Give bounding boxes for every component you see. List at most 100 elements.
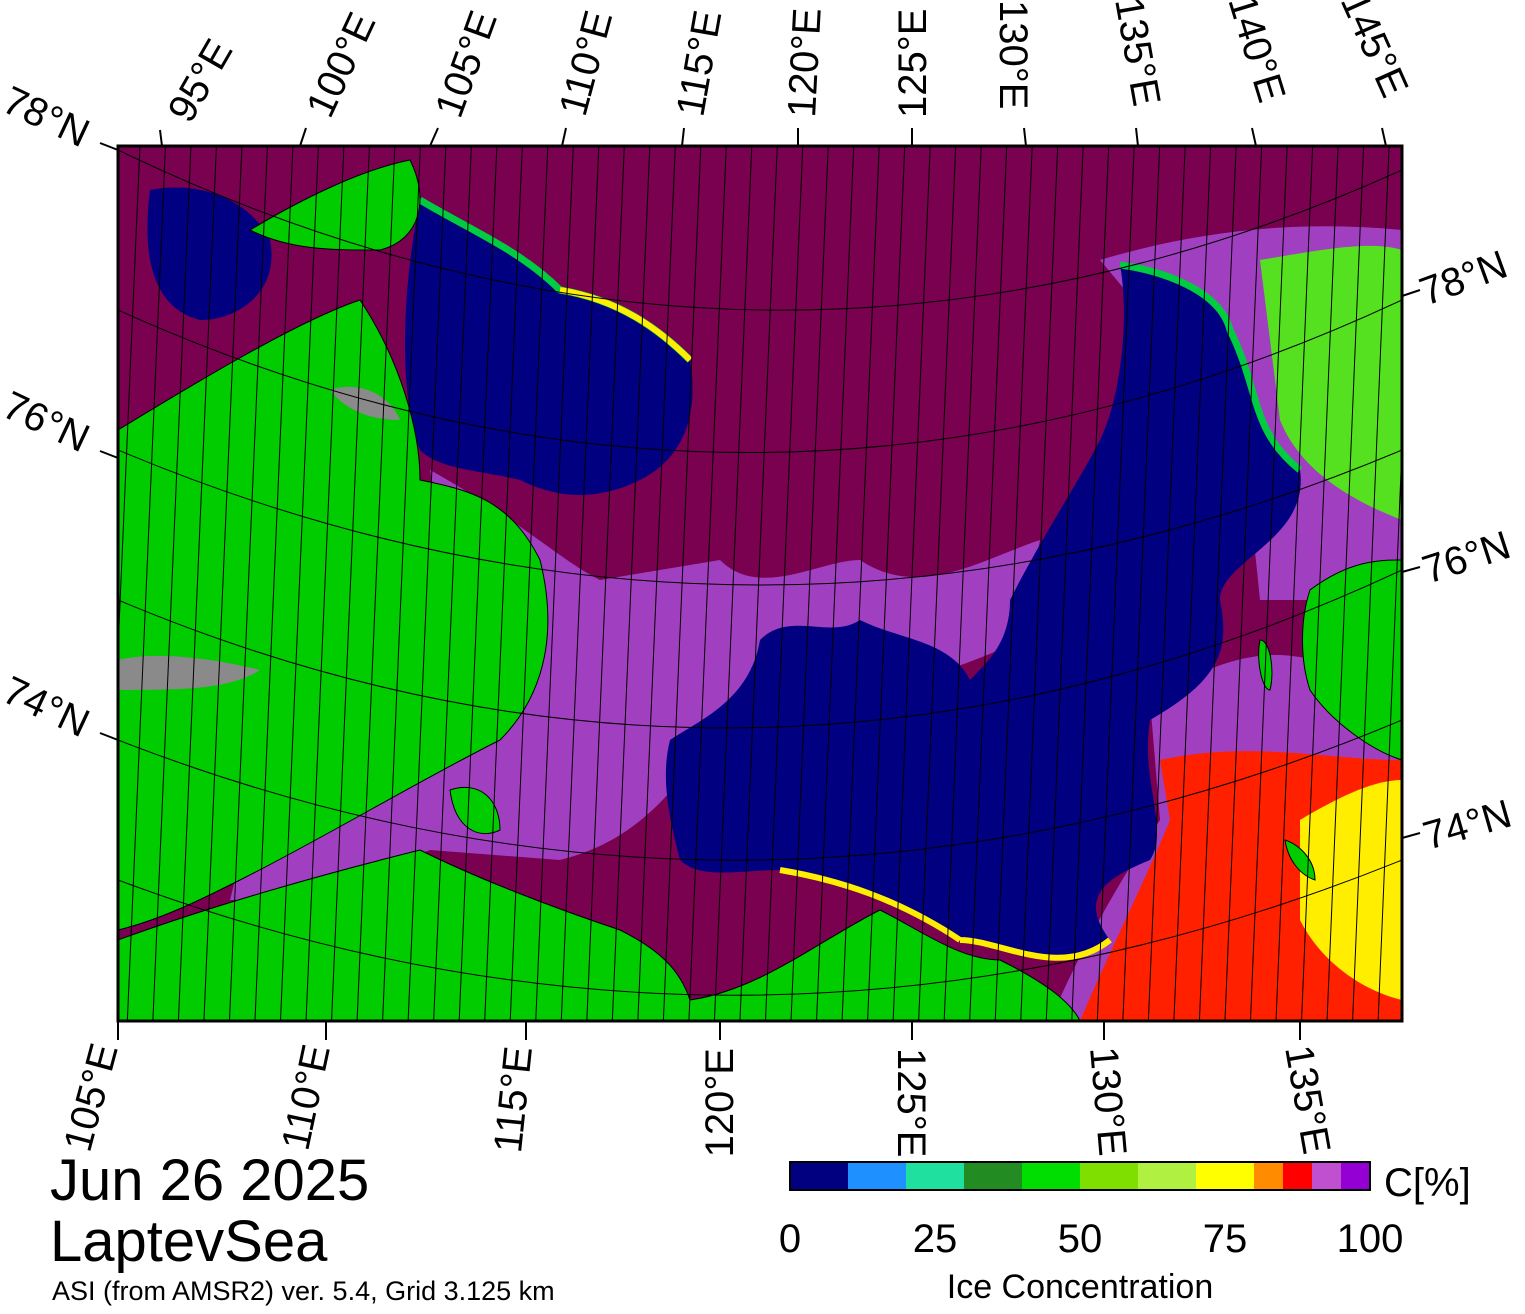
ice-edge-yellow (1300, 780, 1402, 1000)
meridian-line (254, 146, 294, 1021)
meridian-line (943, 146, 982, 1021)
meridian-line (458, 146, 498, 1021)
top-lon-label: 140°E (1219, 0, 1293, 107)
meridian-line (918, 146, 957, 1021)
meridian-line (611, 146, 651, 1021)
meridian-line (203, 146, 243, 1021)
top-lon-label: 110°E (551, 6, 621, 120)
top-lon-label: 95°E (160, 32, 242, 129)
meridian-line (688, 146, 727, 1021)
meridian-line (484, 146, 523, 1021)
meridian-line (407, 146, 447, 1021)
ice-margin-purple (230, 470, 1040, 900)
meridian-line (0, 100, 40, 1060)
colorbar-cell (1283, 1162, 1312, 1190)
meridian-line (177, 146, 217, 1021)
meridian-line (1122, 146, 1161, 1021)
region-label: LaptevSea (50, 1209, 328, 1274)
meridian-line (560, 146, 600, 1021)
meridian-line (1301, 146, 1339, 1021)
meridian-line (841, 146, 880, 1021)
open-water-far-nw (147, 187, 272, 320)
top-lon-label: 145°E (1332, 0, 1417, 104)
map-area (0, 100, 1402, 1060)
meridian-line (586, 146, 625, 1021)
meridian-line (1198, 146, 1237, 1021)
meridian-line (126, 146, 166, 1021)
colorbar-tick-label: 50 (1058, 1217, 1103, 1261)
top-lon-label: 130°E (991, 0, 1035, 109)
land-severnaya-zemlya (248, 159, 421, 251)
left-latitude-labels: 78°N 76°N 74°N (0, 78, 96, 746)
bottom-lon-label: 120°E (698, 1048, 742, 1157)
colorbar-cell (1254, 1162, 1283, 1190)
meridian-line (1377, 435, 1402, 1021)
right-latitude-labels: 78°N 76°N 74°N (1414, 243, 1516, 859)
left-lat-label: 76°N (0, 383, 96, 461)
meridian-line (75, 100, 117, 1060)
colorbar-tick-label: 25 (913, 1217, 958, 1261)
left-lat-label: 74°N (0, 668, 96, 746)
meridian-line (1326, 146, 1365, 1021)
meridian-line (509, 146, 549, 1021)
bottom-lon-label: 110°E (274, 1041, 339, 1154)
colorbar-cell (1022, 1162, 1080, 1190)
right-lat-label: 76°N (1417, 523, 1516, 592)
meridian-line (816, 146, 855, 1021)
meridian-line (790, 146, 829, 1021)
meridian-line (969, 146, 1008, 1021)
meridian-line (305, 146, 345, 1021)
meridian-line (1147, 146, 1186, 1021)
meridian-line (228, 146, 268, 1021)
colorbar-frame (789, 1161, 1371, 1191)
colorbar-title: Ice Concentration (947, 1268, 1214, 1306)
meridian-line (1352, 146, 1390, 1021)
left-lat-label: 78°N (0, 78, 96, 156)
colorbar: C[%] 0 25 50 75 100 Ice Concentration (779, 1161, 1471, 1306)
meridian-line (49, 100, 91, 1060)
source-label: ASI (from AMSR2) ver. 5.4, Grid 3.125 km (52, 1276, 555, 1306)
meridian-line (1275, 146, 1314, 1021)
meridian-line (152, 146, 192, 1021)
bottom-lon-label: 105°E (56, 1039, 127, 1156)
top-lon-label: 135°E (1106, 0, 1168, 109)
colorbar-unit-label: C[%] (1384, 1161, 1471, 1205)
meridian-line (764, 146, 804, 1021)
right-lat-label: 78°N (1414, 243, 1513, 315)
colorbar-tick-label: 75 (1203, 1217, 1248, 1261)
colorbar-cell (848, 1162, 906, 1190)
bottom-lon-label: 130°E (1081, 1045, 1134, 1158)
meridian-line (24, 100, 66, 1060)
meridian-line (1045, 146, 1084, 1021)
meridian-line (1071, 146, 1110, 1021)
top-lon-label: 125°E (891, 9, 935, 118)
meridian-line (994, 146, 1033, 1021)
colorbar-cell (1312, 1162, 1341, 1190)
top-lon-label: 100°E (298, 6, 384, 124)
meridian-line (1096, 146, 1135, 1021)
top-lon-label: 120°E (780, 7, 830, 119)
top-lon-label: 115°E (669, 7, 731, 119)
meridian-line (892, 146, 931, 1021)
colorbar-cell (906, 1162, 964, 1190)
colorbar-cell (1138, 1162, 1196, 1190)
colorbar-cell (1196, 1162, 1254, 1190)
land-island-taymyr-bay (449, 786, 501, 835)
ice-edge-green-ne (1260, 245, 1402, 521)
map-frame (116, 144, 1404, 1023)
bottom-lon-label: 115°E (486, 1044, 541, 1154)
latitude-gridlines (118, 149, 1402, 996)
meridian-line (535, 146, 574, 1021)
colorbar-cell (1080, 1162, 1138, 1190)
land-new-siberian-islands (1302, 559, 1402, 761)
meridian-line (1224, 146, 1263, 1021)
colorbar-cell (790, 1162, 848, 1190)
colorbar-cell (1341, 1162, 1370, 1190)
open-water-laptev (665, 265, 1301, 958)
colorbar-tick-label: 100 (1337, 1217, 1404, 1261)
meridian-line (356, 146, 396, 1021)
land-taymyr (118, 299, 549, 931)
colorbar-cells (790, 1162, 1370, 1190)
meridian-line (331, 146, 370, 1021)
